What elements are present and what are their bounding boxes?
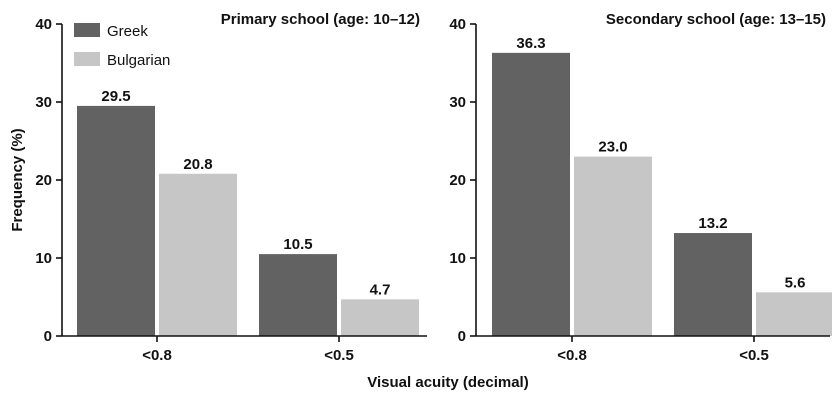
bar — [159, 173, 237, 336]
data-label: 23.0 — [598, 139, 627, 156]
panel-title: Secondary school (age: 13–15) — [606, 11, 826, 28]
bar — [756, 292, 832, 336]
bar — [341, 299, 419, 336]
x-tick-label: <0.8 — [557, 347, 587, 364]
y-tick-label: 10 — [35, 250, 52, 267]
data-label: 29.5 — [101, 88, 130, 105]
y-tick-label: 20 — [449, 172, 466, 189]
chart-panel-2: Secondary school (age: 13–15) 36.3 23.0 <0.… — [449, 11, 832, 364]
y-tick-label: 0 — [458, 328, 466, 345]
y-tick-label: 40 — [449, 16, 466, 33]
y-tick-label: 20 — [35, 172, 52, 189]
bar — [674, 233, 752, 336]
data-label: 13.2 — [698, 215, 727, 232]
y-tick-label: 30 — [449, 94, 466, 111]
x-tick-label: <0.5 — [324, 347, 354, 364]
bar — [259, 254, 337, 336]
y-tick-label: 40 — [35, 16, 52, 33]
legend-swatch-bulgarian — [74, 52, 100, 66]
x-tick-label: <0.5 — [739, 347, 769, 364]
data-label: 36.3 — [516, 35, 545, 52]
bar — [492, 52, 570, 337]
legend-label-greek: Greek — [107, 23, 148, 40]
bar — [574, 156, 652, 336]
data-label: 5.6 — [785, 274, 806, 291]
chart-panel-1: Primary school (age: 10–12) 29.5 20.8 <0.8 1… — [35, 11, 427, 364]
y-tick-label: 0 — [44, 328, 52, 345]
x-tick-label: <0.8 — [142, 347, 172, 364]
data-label: 20.8 — [183, 156, 212, 173]
legend: Greek Bulgarian — [74, 23, 170, 69]
y-tick-label: 30 — [35, 94, 52, 111]
legend-label-bulgarian: Bulgarian — [107, 52, 170, 69]
chart-panels: Primary school (age: 10–12) 29.5 20.8 <0.8 1… — [35, 11, 832, 364]
data-label: 10.5 — [283, 236, 312, 253]
legend-swatch-greek — [74, 23, 100, 37]
x-axis-title: Visual acuity (decimal) — [367, 374, 528, 391]
data-label: 4.7 — [370, 281, 391, 298]
y-axis-title: Frequency (%) — [9, 128, 26, 231]
panel-title: Primary school (age: 10–12) — [221, 11, 420, 28]
bar — [77, 105, 155, 337]
y-tick-label: 10 — [449, 250, 466, 267]
